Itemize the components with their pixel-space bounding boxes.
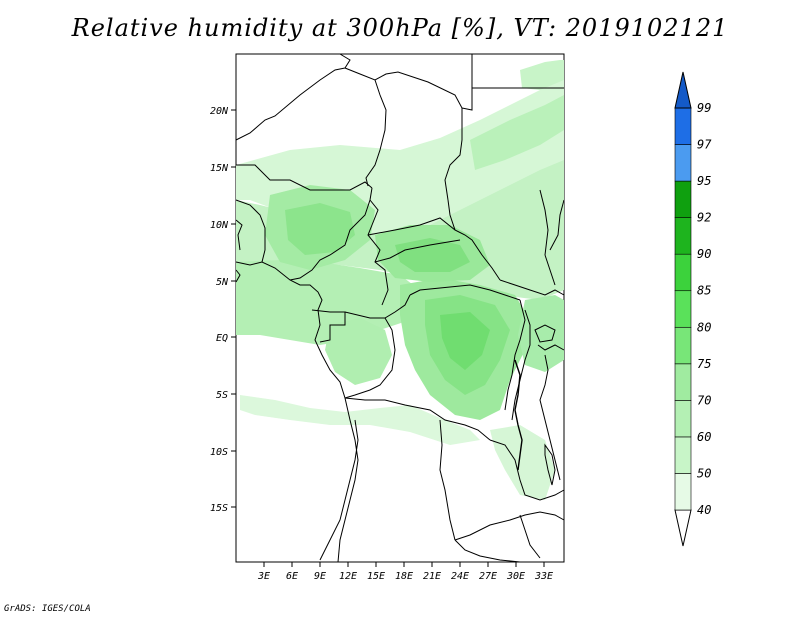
colorbar-label: 97 <box>697 138 712 152</box>
lat-label-5s: 5S <box>216 390 228 401</box>
lon-label-21e: 21E <box>423 571 441 582</box>
colorbar-label: 99 <box>697 101 711 115</box>
colorbar-label: 70 <box>697 393 711 407</box>
lon-label-27e: 27E <box>479 571 497 582</box>
colorbar-label: 50 <box>697 466 711 480</box>
humidity-shading <box>236 60 564 500</box>
colorbar-swatch <box>674 290 692 328</box>
lon-label-33e: 33E <box>534 571 553 582</box>
lat-label-10n: 10N <box>210 220 229 231</box>
lat-label-eq: EQ <box>216 333 228 344</box>
colorbar-swatch <box>674 180 692 218</box>
colorbar-label: 85 <box>697 284 711 298</box>
lon-label-6e: 6E <box>286 571 298 582</box>
lat-label-20n: 20N <box>210 106 229 117</box>
lon-axis <box>263 562 545 567</box>
colorbar-swatch <box>674 107 692 145</box>
colorbar-swatch <box>674 326 692 365</box>
colorbar-swatch <box>674 144 692 182</box>
colorbar-label: 92 <box>697 211 711 225</box>
colorbar-swatch <box>674 363 692 401</box>
colorbar-label: 80 <box>697 320 711 334</box>
lon-label-30e: 30E <box>506 571 525 582</box>
colorbar: 40 50 60 70 75 80 85 90 92 95 97 99 <box>674 71 712 547</box>
colorbar-swatch <box>674 400 692 438</box>
lon-label-15e: 15E <box>367 571 385 582</box>
lon-label-18e: 18E <box>395 571 413 582</box>
lat-label-15s: 15S <box>210 503 228 514</box>
colorbar-swatch <box>674 436 692 474</box>
colorbar-swatch <box>674 217 692 255</box>
colorbar-label: 90 <box>697 247 711 261</box>
lon-label-12e: 12E <box>339 571 357 582</box>
colorbar-swatch <box>674 253 692 292</box>
lat-axis <box>231 109 236 508</box>
colorbar-label: 40 <box>697 503 711 517</box>
map-title: Relative humidity at 300hPa [%], VT: 201… <box>71 14 729 42</box>
lat-labels: 20N 15N 10N 5N EQ 5S 10S 15S <box>210 106 229 514</box>
lat-label-5n: 5N <box>216 277 229 288</box>
colorbar-label: 75 <box>697 357 711 371</box>
lon-label-24e: 24E <box>451 571 469 582</box>
grads-credit: GrADS: IGES/COLA <box>4 604 91 614</box>
colorbar-label: 60 <box>697 430 711 444</box>
lat-label-10s: 10S <box>210 447 228 458</box>
lon-labels: 3E 6E 9E 12E 15E 18E 21E 24E 27E 30E 33E <box>257 571 553 582</box>
lon-label-9e: 9E <box>314 571 326 582</box>
country-borders <box>235 53 565 563</box>
colorbar-swatch <box>674 473 692 511</box>
lat-label-15n: 15N <box>210 163 229 174</box>
lon-label-3e: 3E <box>257 571 270 582</box>
colorbar-upper-triangle <box>674 71 692 109</box>
colorbar-lower-triangle <box>674 509 692 547</box>
colorbar-label: 95 <box>697 174 711 188</box>
